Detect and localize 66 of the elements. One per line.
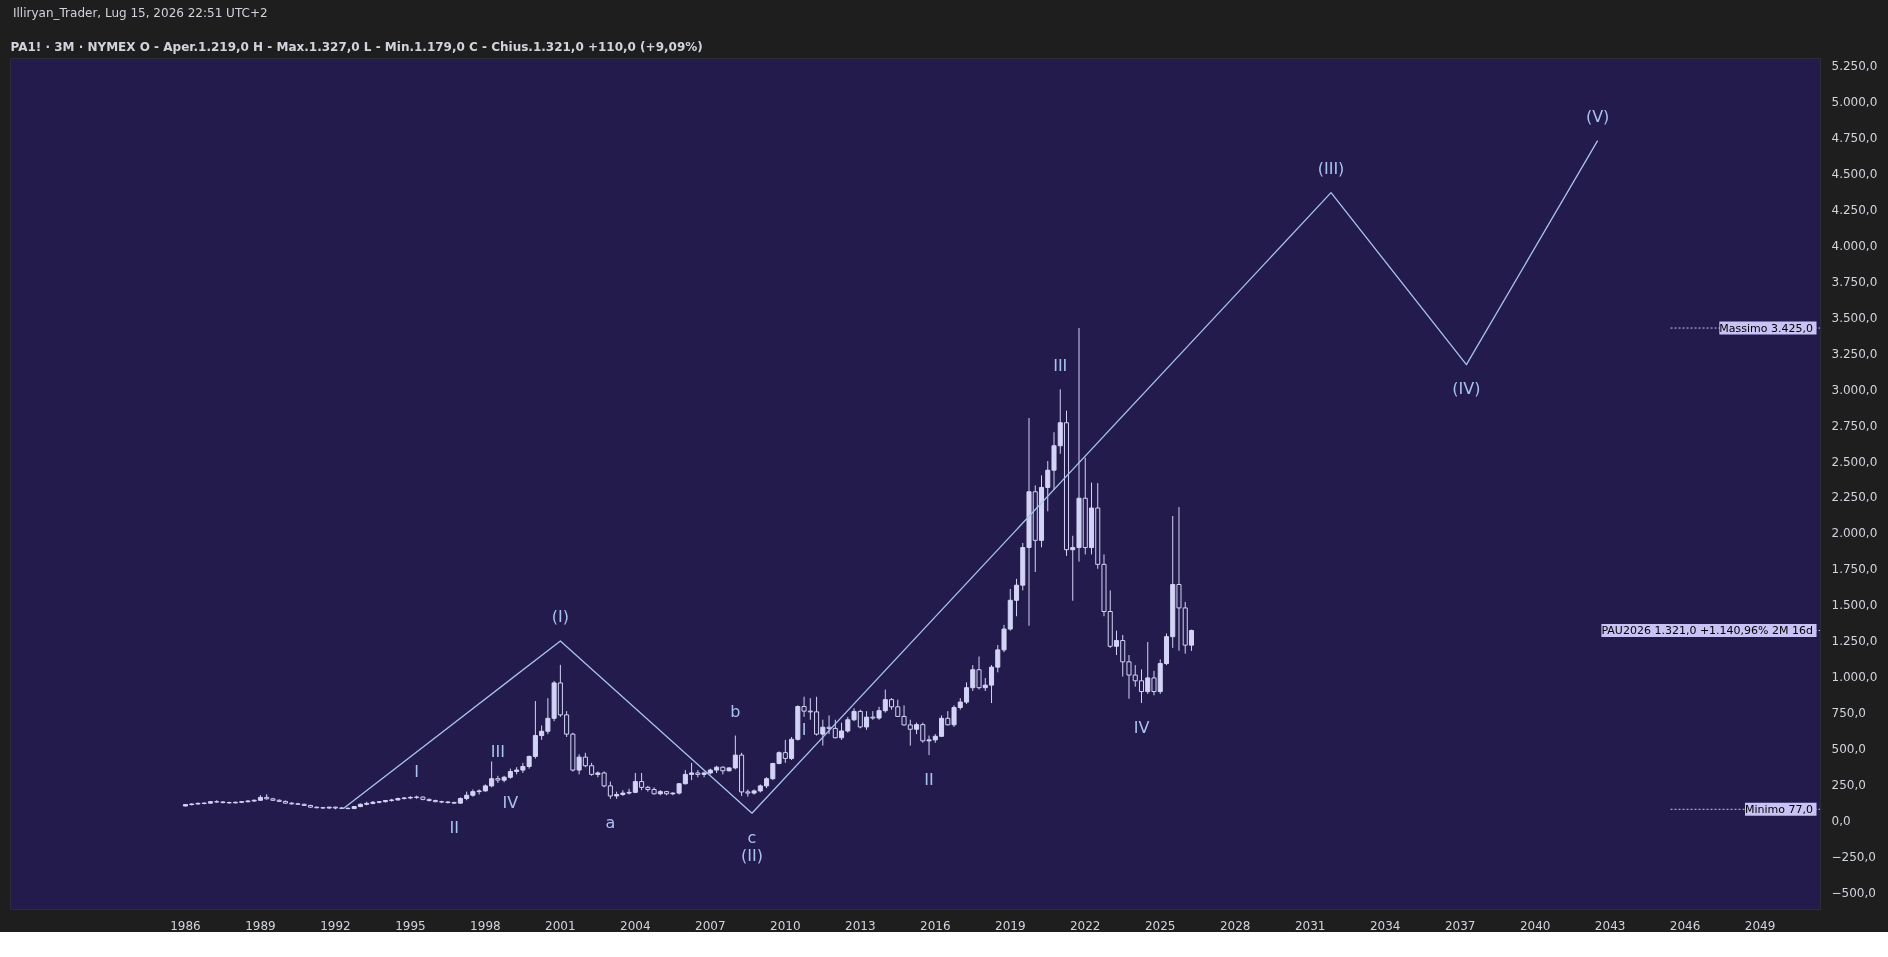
x-tick-label: 2031 — [1294, 918, 1326, 933]
annotation: (V) — [1585, 107, 1610, 127]
y-tick-label: 4.250,0 — [1831, 202, 1878, 217]
x-tick-label: 2013 — [845, 918, 876, 933]
x-tick-label: 2043 — [1594, 918, 1626, 933]
annotation: c — [747, 827, 757, 847]
y-tick-label: 1.000,0 — [1831, 670, 1878, 685]
annotation: IV — [502, 793, 519, 813]
y-tick-label: −250,0 — [1831, 849, 1876, 864]
x-tick-label: 2049 — [1744, 918, 1776, 933]
y-tick-label: 3.250,0 — [1831, 346, 1878, 361]
y-tick-label: 1.250,0 — [1831, 634, 1878, 649]
y-tick-label: 1.500,0 — [1831, 598, 1878, 613]
x-tick-label: 2034 — [1369, 918, 1401, 933]
y-tick-label: 750,0 — [1831, 706, 1866, 721]
y-tick-label: 2.500,0 — [1831, 454, 1878, 469]
annotation: a — [605, 813, 616, 833]
x-tick-label: 2022 — [1069, 918, 1101, 933]
x-tick-label: 2010 — [770, 918, 801, 933]
y-tick-label: 1.750,0 — [1831, 562, 1878, 577]
x-tick-label: 1995 — [395, 918, 426, 933]
annotation: (II) — [741, 845, 763, 865]
ref-line-label: Minimo 77,0 — [1744, 802, 1814, 816]
x-tick-label: 2040 — [1519, 918, 1551, 933]
y-tick-label: 500,0 — [1831, 742, 1866, 756]
annotation: III — [490, 742, 505, 762]
y-tick-label: 2.250,0 — [1831, 490, 1878, 505]
x-tick-label: 2028 — [1219, 918, 1251, 933]
ref-line-label: Massimo 3.425,0 — [1719, 321, 1814, 335]
y-tick-label: 3.750,0 — [1831, 274, 1878, 289]
annotation: IV — [1133, 717, 1150, 737]
y-tick-label: 4.500,0 — [1831, 167, 1878, 181]
x-tick-label: 2016 — [920, 918, 951, 933]
annotation: II — [924, 769, 934, 789]
annotation: II — [449, 818, 459, 838]
x-tick-label: 1992 — [320, 918, 351, 933]
y-tick-label: 5.000,0 — [1831, 95, 1878, 110]
annotation: (IV) — [1452, 379, 1481, 399]
y-tick-label: 2.750,0 — [1831, 418, 1878, 433]
y-tick-label: −500,0 — [1831, 885, 1876, 900]
x-tick-label: 1998 — [470, 918, 501, 933]
x-tick-label: 2046 — [1669, 918, 1701, 933]
x-tick-label: 2001 — [545, 918, 576, 933]
x-tick-label: 2037 — [1444, 918, 1476, 933]
y-tick-label: 2.000,0 — [1831, 526, 1878, 541]
y-tick-label: 4.000,0 — [1831, 238, 1878, 253]
y-tick-label: 3.000,0 — [1831, 382, 1878, 397]
x-tick-label: 1986 — [170, 918, 201, 933]
x-tick-label: 2025 — [1144, 918, 1176, 933]
annotation: (III) — [1317, 159, 1345, 179]
x-tick-label: 1989 — [245, 918, 276, 933]
y-tick-label: 5.250,0 — [1831, 59, 1878, 74]
y-tick-label: 250,0 — [1831, 777, 1866, 792]
x-tick-label: 2004 — [620, 918, 651, 933]
text: Illiryan_Trader, Lug 15, 2026 22:51 UTC+2 — [13, 5, 268, 22]
x-tick-label: 2007 — [695, 918, 726, 933]
annotation: I — [801, 719, 807, 739]
annotation: b — [730, 702, 741, 722]
annotation: (I) — [551, 607, 569, 627]
x-tick-label: 2019 — [995, 918, 1026, 933]
y-tick-label: 0,0 — [1831, 813, 1851, 828]
annotation: I — [414, 762, 420, 782]
chart-title: PA1! · 3M · NYMEX O - Aper.1.219,0 H - Max.1.327,0 L - Min.1.179,0 C - Chius.1.321,0 +110,0 (+9,09%) — [10, 39, 703, 54]
annotation: III — [1053, 355, 1068, 375]
y-tick-label: 3.500,0 — [1831, 310, 1878, 325]
y-tick-label: 4.750,0 — [1831, 131, 1878, 146]
